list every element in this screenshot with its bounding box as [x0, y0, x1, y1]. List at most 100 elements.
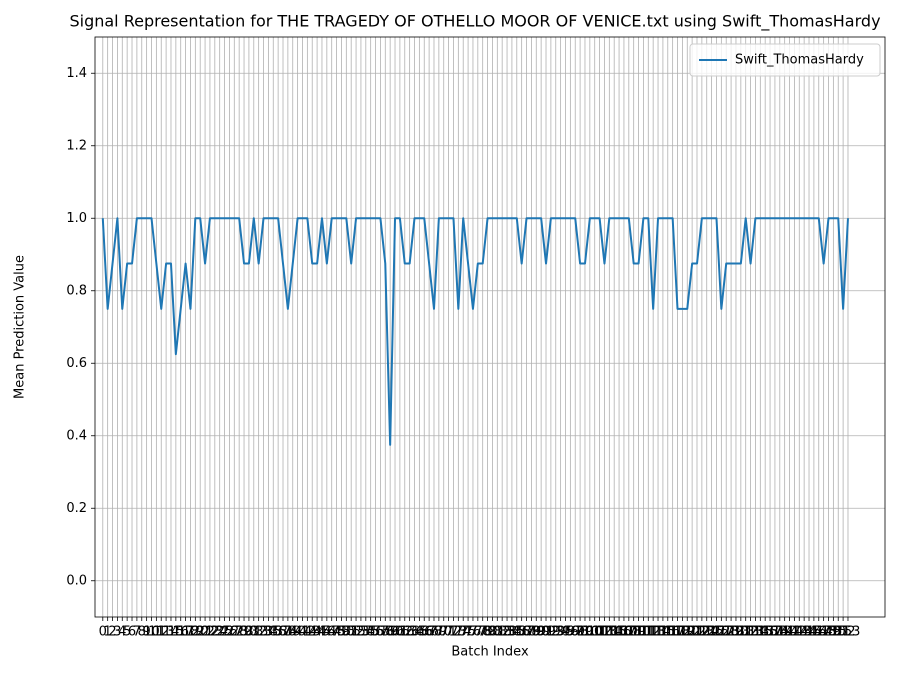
x-tick-label: 90 [533, 625, 550, 640]
x-tick-label: 140 [772, 625, 797, 640]
x-tick-label: 84 [504, 625, 521, 640]
x-tick-label: 25 [216, 625, 233, 640]
x-tick-label: 65 [411, 625, 428, 640]
x-tick-label: 82 [494, 625, 511, 640]
x-tick-label: 76 [465, 625, 482, 640]
x-tick-label: 115 [650, 625, 675, 640]
y-tick-label: 0.8 [66, 283, 87, 298]
x-tick-label: 120 [675, 625, 700, 640]
x-tick-label: 73 [450, 625, 467, 640]
x-tick-label: 135 [748, 625, 773, 640]
x-tick-label: 45 [314, 625, 331, 640]
x-tick-label: 35 [265, 625, 282, 640]
legend-box [689, 43, 881, 77]
x-tick-label: 134 [743, 625, 768, 640]
x-tick-label: 51 [343, 625, 360, 640]
x-tick-label: 22 [202, 625, 219, 640]
x-tick-label: 117 [660, 625, 685, 640]
x-tick-label: 4 [118, 625, 126, 640]
x-tick-label: 83 [499, 625, 516, 640]
x-tick-label: 50 [338, 625, 355, 640]
x-tick-label: 34 [260, 625, 277, 640]
x-tick-label: 105 [602, 625, 627, 640]
x-tick-label: 81 [489, 625, 506, 640]
x-tick-label: 125 [699, 625, 724, 640]
x-tick-label: 0 [99, 625, 107, 640]
y-tick-label: 0.2 [66, 501, 87, 516]
x-tick-label: 30 [241, 625, 258, 640]
x-tick-label: 10 [143, 625, 160, 640]
x-tick-label: 136 [753, 625, 778, 640]
x-tick-label: 98 [572, 625, 589, 640]
x-tick-label: 13 [158, 625, 175, 640]
x-tick-label: 27 [226, 625, 243, 640]
x-tick-label: 20 [192, 625, 209, 640]
x-tick-label: 33 [255, 625, 272, 640]
x-tick-label: 141 [777, 625, 802, 640]
x-tick-label: 61 [392, 625, 409, 640]
x-tick-label: 85 [509, 625, 526, 640]
x-tick-label: 42 [299, 625, 316, 640]
x-tick-label: 97 [567, 625, 584, 640]
x-tick-label: 111 [631, 625, 656, 640]
x-tick-label: 53 [353, 625, 370, 640]
y-tick-label: 1.0 [66, 211, 87, 226]
x-tick-label: 70 [435, 625, 452, 640]
x-tick-label: 99 [577, 625, 594, 640]
x-tick-label: 23 [207, 625, 224, 640]
x-tick-label: 46 [319, 625, 336, 640]
x-tick-label: 132 [733, 625, 758, 640]
x-tick-label: 28 [231, 625, 248, 640]
x-tick-label: 100 [577, 625, 602, 640]
x-tick-label: 91 [538, 625, 555, 640]
x-tick-label: 72 [445, 625, 462, 640]
x-tick-label: 151 [826, 625, 851, 640]
x-tick-label: 19 [187, 625, 204, 640]
x-tick-label: 121 [680, 625, 705, 640]
x-tick-label: 47 [323, 625, 340, 640]
x-tick-label: 96 [562, 625, 579, 640]
y-tick-label: 0.6 [66, 356, 87, 371]
x-tick-label: 93 [547, 625, 564, 640]
x-tick-label: 59 [382, 625, 399, 640]
x-tick-label: 144 [792, 625, 817, 640]
x-tick-label: 41 [294, 625, 311, 640]
x-tick-label: 127 [709, 625, 734, 640]
x-tick-label: 137 [758, 625, 783, 640]
x-tick-label: 38 [280, 625, 297, 640]
x-tick-label: 106 [607, 625, 632, 640]
x-tick-label: 2 [108, 625, 116, 640]
chart-title: Signal Representation for THE TRAGEDY OF… [69, 12, 880, 32]
x-tick-label: 109 [621, 625, 646, 640]
x-tick-label: 119 [670, 625, 695, 640]
x-tick-label: 145 [797, 625, 822, 640]
x-tick-label: 150 [821, 625, 846, 640]
x-tick-label: 102 [587, 625, 612, 640]
x-tick-label: 114 [646, 625, 671, 640]
x-tick-label: 62 [396, 625, 413, 640]
x-tick-label: 139 [767, 625, 792, 640]
x-tick-label: 56 [367, 625, 384, 640]
y-axis-label: Mean Prediction Value [13, 255, 28, 399]
x-tick-label: 143 [787, 625, 812, 640]
x-tick-label: 108 [616, 625, 641, 640]
x-tick-label: 40 [289, 625, 306, 640]
x-tick-label: 18 [182, 625, 199, 640]
axes-frame [94, 36, 886, 618]
x-tick-label: 52 [348, 625, 365, 640]
x-tick-label: 15 [168, 625, 185, 640]
x-tick-label: 43 [304, 625, 321, 640]
x-tick-label: 133 [738, 625, 763, 640]
x-tick-label: 110 [626, 625, 651, 640]
x-tick-label: 123 [689, 625, 714, 640]
y-tick-label: 1.2 [66, 138, 87, 153]
x-tick-label: 7 [133, 625, 141, 640]
x-tick-label: 148 [811, 625, 836, 640]
x-tick-label: 48 [328, 625, 345, 640]
x-tick-label: 103 [592, 625, 617, 640]
x-tick-label: 29 [236, 625, 253, 640]
x-tick-label: 75 [460, 625, 477, 640]
x-tick-label: 8 [138, 625, 146, 640]
